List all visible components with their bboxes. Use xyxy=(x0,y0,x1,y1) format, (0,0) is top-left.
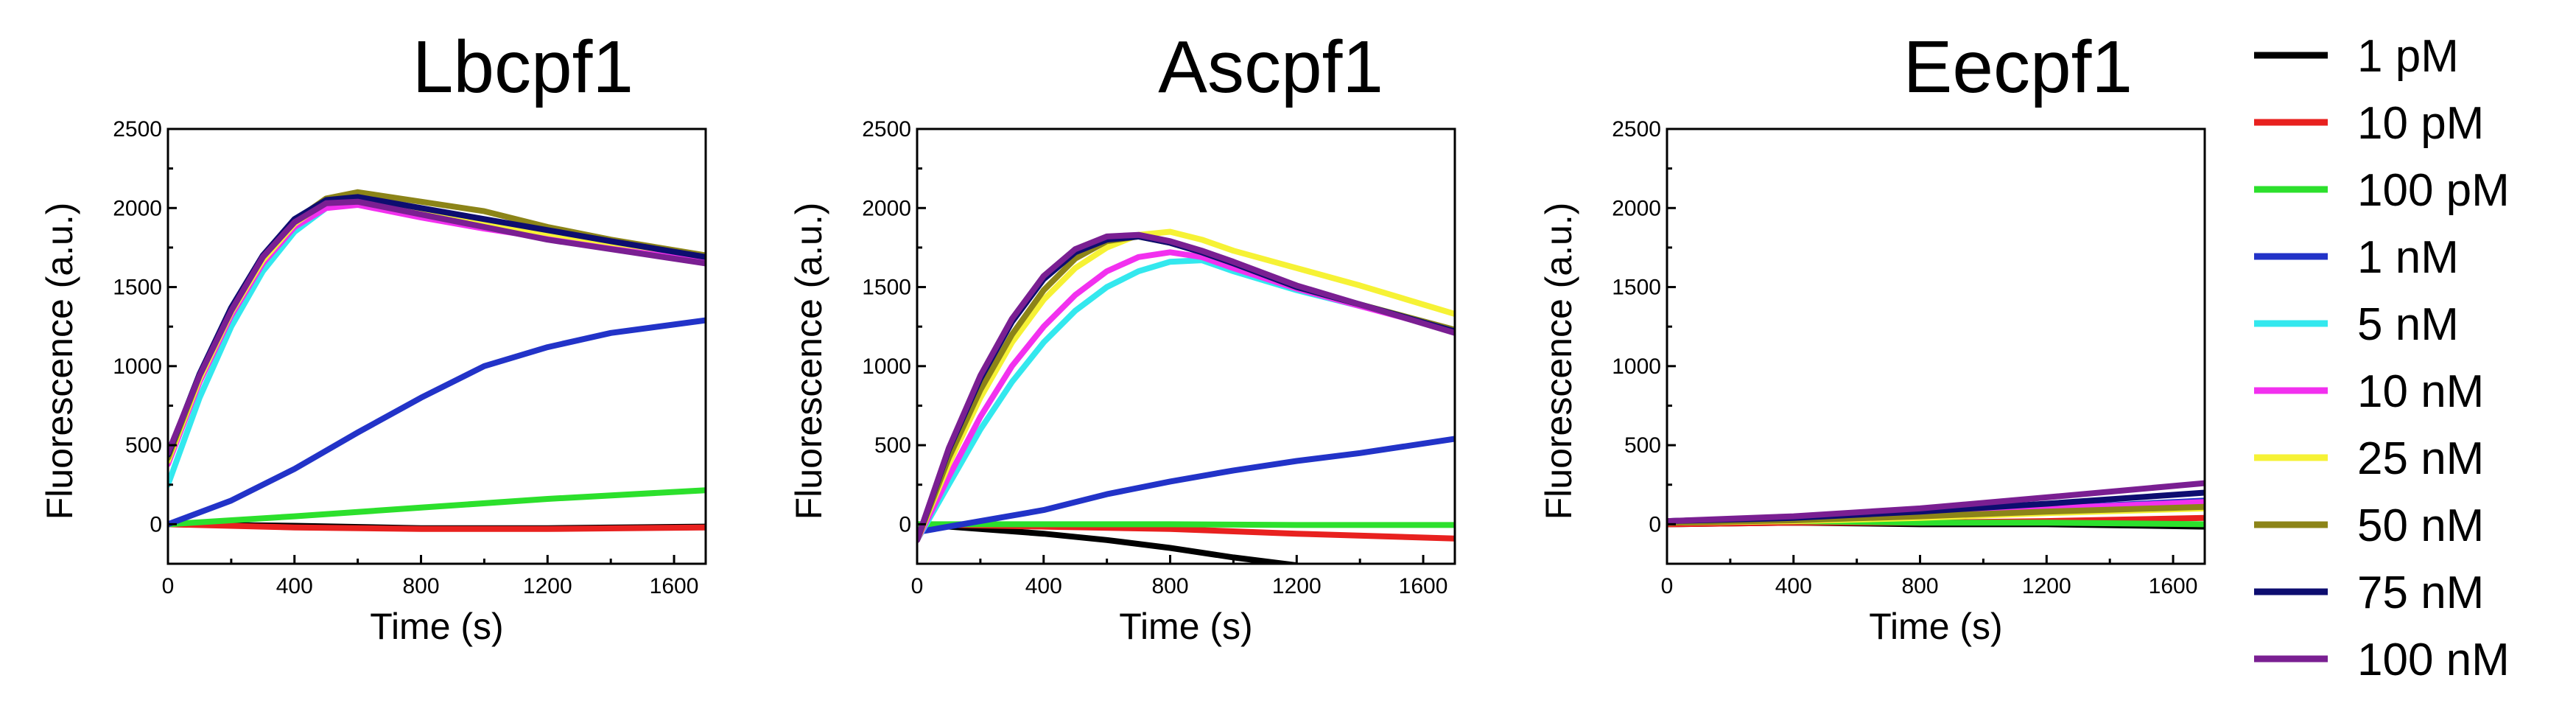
series-lines xyxy=(917,228,1455,564)
legend-item: 10 pM xyxy=(2254,98,2484,149)
legend-label: 1 nM xyxy=(2357,232,2459,283)
series-line-1-pm xyxy=(917,521,1299,564)
x-tick-label: 400 xyxy=(1775,574,1812,598)
x-tick-label: 800 xyxy=(1151,574,1188,598)
y-tick-label: 2500 xyxy=(862,117,911,141)
x-axis-title: Time (s) xyxy=(1119,606,1252,647)
series-line-10-nm xyxy=(917,249,1455,543)
plot-frame xyxy=(166,127,707,565)
y-tick-label: 1000 xyxy=(1612,354,1661,379)
x-tick-label: 1600 xyxy=(650,574,699,598)
series-line-100-nm xyxy=(168,198,706,456)
legend-item: 25 nM xyxy=(2254,433,2484,484)
y-tick-label: 2500 xyxy=(113,117,162,141)
x-tick-label: 400 xyxy=(276,574,313,598)
legend-item: 1 nM xyxy=(2254,232,2459,283)
y-tick-label: 2500 xyxy=(1612,117,1661,141)
legend-item: 5 nM xyxy=(2254,299,2459,350)
y-tick-label: 0 xyxy=(150,512,162,536)
x-tick-label: 0 xyxy=(162,574,175,598)
y-tick-label: 2000 xyxy=(1612,196,1661,220)
series-line-100-pm xyxy=(917,521,1455,528)
series-line-1-nm xyxy=(168,317,706,528)
x-tick-label: 800 xyxy=(1901,574,1938,598)
y-axis-title: Fluorescence (a.u.) xyxy=(788,203,829,520)
legend-label: 50 nM xyxy=(2357,500,2484,551)
legend-label: 10 pM xyxy=(2357,98,2484,149)
y-axis-title: Fluorescence (a.u.) xyxy=(1538,203,1579,520)
panel-title: Lbcpf1 xyxy=(413,26,634,108)
x-tick-label: 0 xyxy=(911,574,924,598)
x-tick-label: 0 xyxy=(1661,574,1674,598)
x-tick-label: 1600 xyxy=(1399,574,1448,598)
series-line-100-nm xyxy=(1667,480,2205,525)
chart-panel-eecpf1: Eecpf1 0 500 1000 1500 2000 2500 0 400 800 1200 160… xyxy=(1538,26,2206,647)
legend-label: 100 nM xyxy=(2357,635,2510,685)
chart-panel-ascpf1: Ascpf1 0 500 1000 1500 2000 2500 0 400 800 1200 160… xyxy=(788,26,1456,647)
legend: 1 pM 10 pM 100 pM 1 nM 5 nM 10 nM 25 nM 50 nM 75… xyxy=(2254,31,2510,685)
y-tick-label: 1500 xyxy=(1612,276,1661,300)
legend-item: 50 nM xyxy=(2254,500,2484,551)
y-tick-label: 2000 xyxy=(862,196,911,220)
y-tick-label: 500 xyxy=(874,433,911,458)
y-tick-label: 1500 xyxy=(113,276,162,300)
series-line-1-nm xyxy=(917,436,1455,536)
x-axis-title: Time (s) xyxy=(1869,606,2002,647)
y-tick-label: 1000 xyxy=(113,354,162,379)
series-lines xyxy=(168,189,706,532)
x-tick-label: 1200 xyxy=(2022,574,2071,598)
x-tick-label: 1600 xyxy=(2149,574,2198,598)
legend-item: 75 nM xyxy=(2254,567,2484,618)
legend-label: 100 pM xyxy=(2357,165,2510,216)
y-tick-label: 500 xyxy=(1624,433,1661,458)
y-axis-title: Fluorescence (a.u.) xyxy=(39,203,80,520)
plot-frame xyxy=(1666,127,2206,565)
x-tick-label: 1200 xyxy=(523,574,572,598)
series-line-5-nm xyxy=(917,257,1455,543)
legend-item: 10 nM xyxy=(2254,366,2484,417)
series-lines xyxy=(1667,480,2205,530)
x-tick-label: 800 xyxy=(402,574,439,598)
x-tick-label: 400 xyxy=(1025,574,1062,598)
y-tick-label: 0 xyxy=(1649,512,1661,536)
legend-item: 1 pM xyxy=(2254,31,2459,82)
series-line-50-nm xyxy=(168,189,706,461)
y-tick-label: 2000 xyxy=(113,196,162,220)
y-tick-label: 500 xyxy=(125,433,162,458)
panel-title: Eecpf1 xyxy=(1903,26,2133,108)
series-line-75-nm xyxy=(168,194,706,458)
y-tick-label: 1000 xyxy=(862,354,911,379)
legend-item: 100 pM xyxy=(2254,165,2510,216)
legend-label: 5 nM xyxy=(2357,299,2459,350)
x-axis-title: Time (s) xyxy=(370,606,503,647)
y-tick-label: 1500 xyxy=(862,276,911,300)
legend-label: 10 nM xyxy=(2357,366,2484,417)
legend-label: 1 pM xyxy=(2357,31,2459,82)
y-tick-label: 0 xyxy=(899,512,911,536)
series-line-100-nm xyxy=(917,231,1455,543)
panel-title: Ascpf1 xyxy=(1158,26,1383,108)
series-line-10-pm xyxy=(168,521,706,532)
legend-label: 25 nM xyxy=(2357,433,2484,484)
chart-panel-lbcpf1: Lbcpf1 0 500 1000 1500 2000 2500 0 400 800 1200 160… xyxy=(39,26,707,647)
legend-item: 100 nM xyxy=(2254,635,2510,685)
series-line-100-pm xyxy=(168,487,706,528)
plot-frame xyxy=(916,127,1456,565)
x-tick-label: 1200 xyxy=(1272,574,1322,598)
legend-label: 75 nM xyxy=(2357,567,2484,618)
